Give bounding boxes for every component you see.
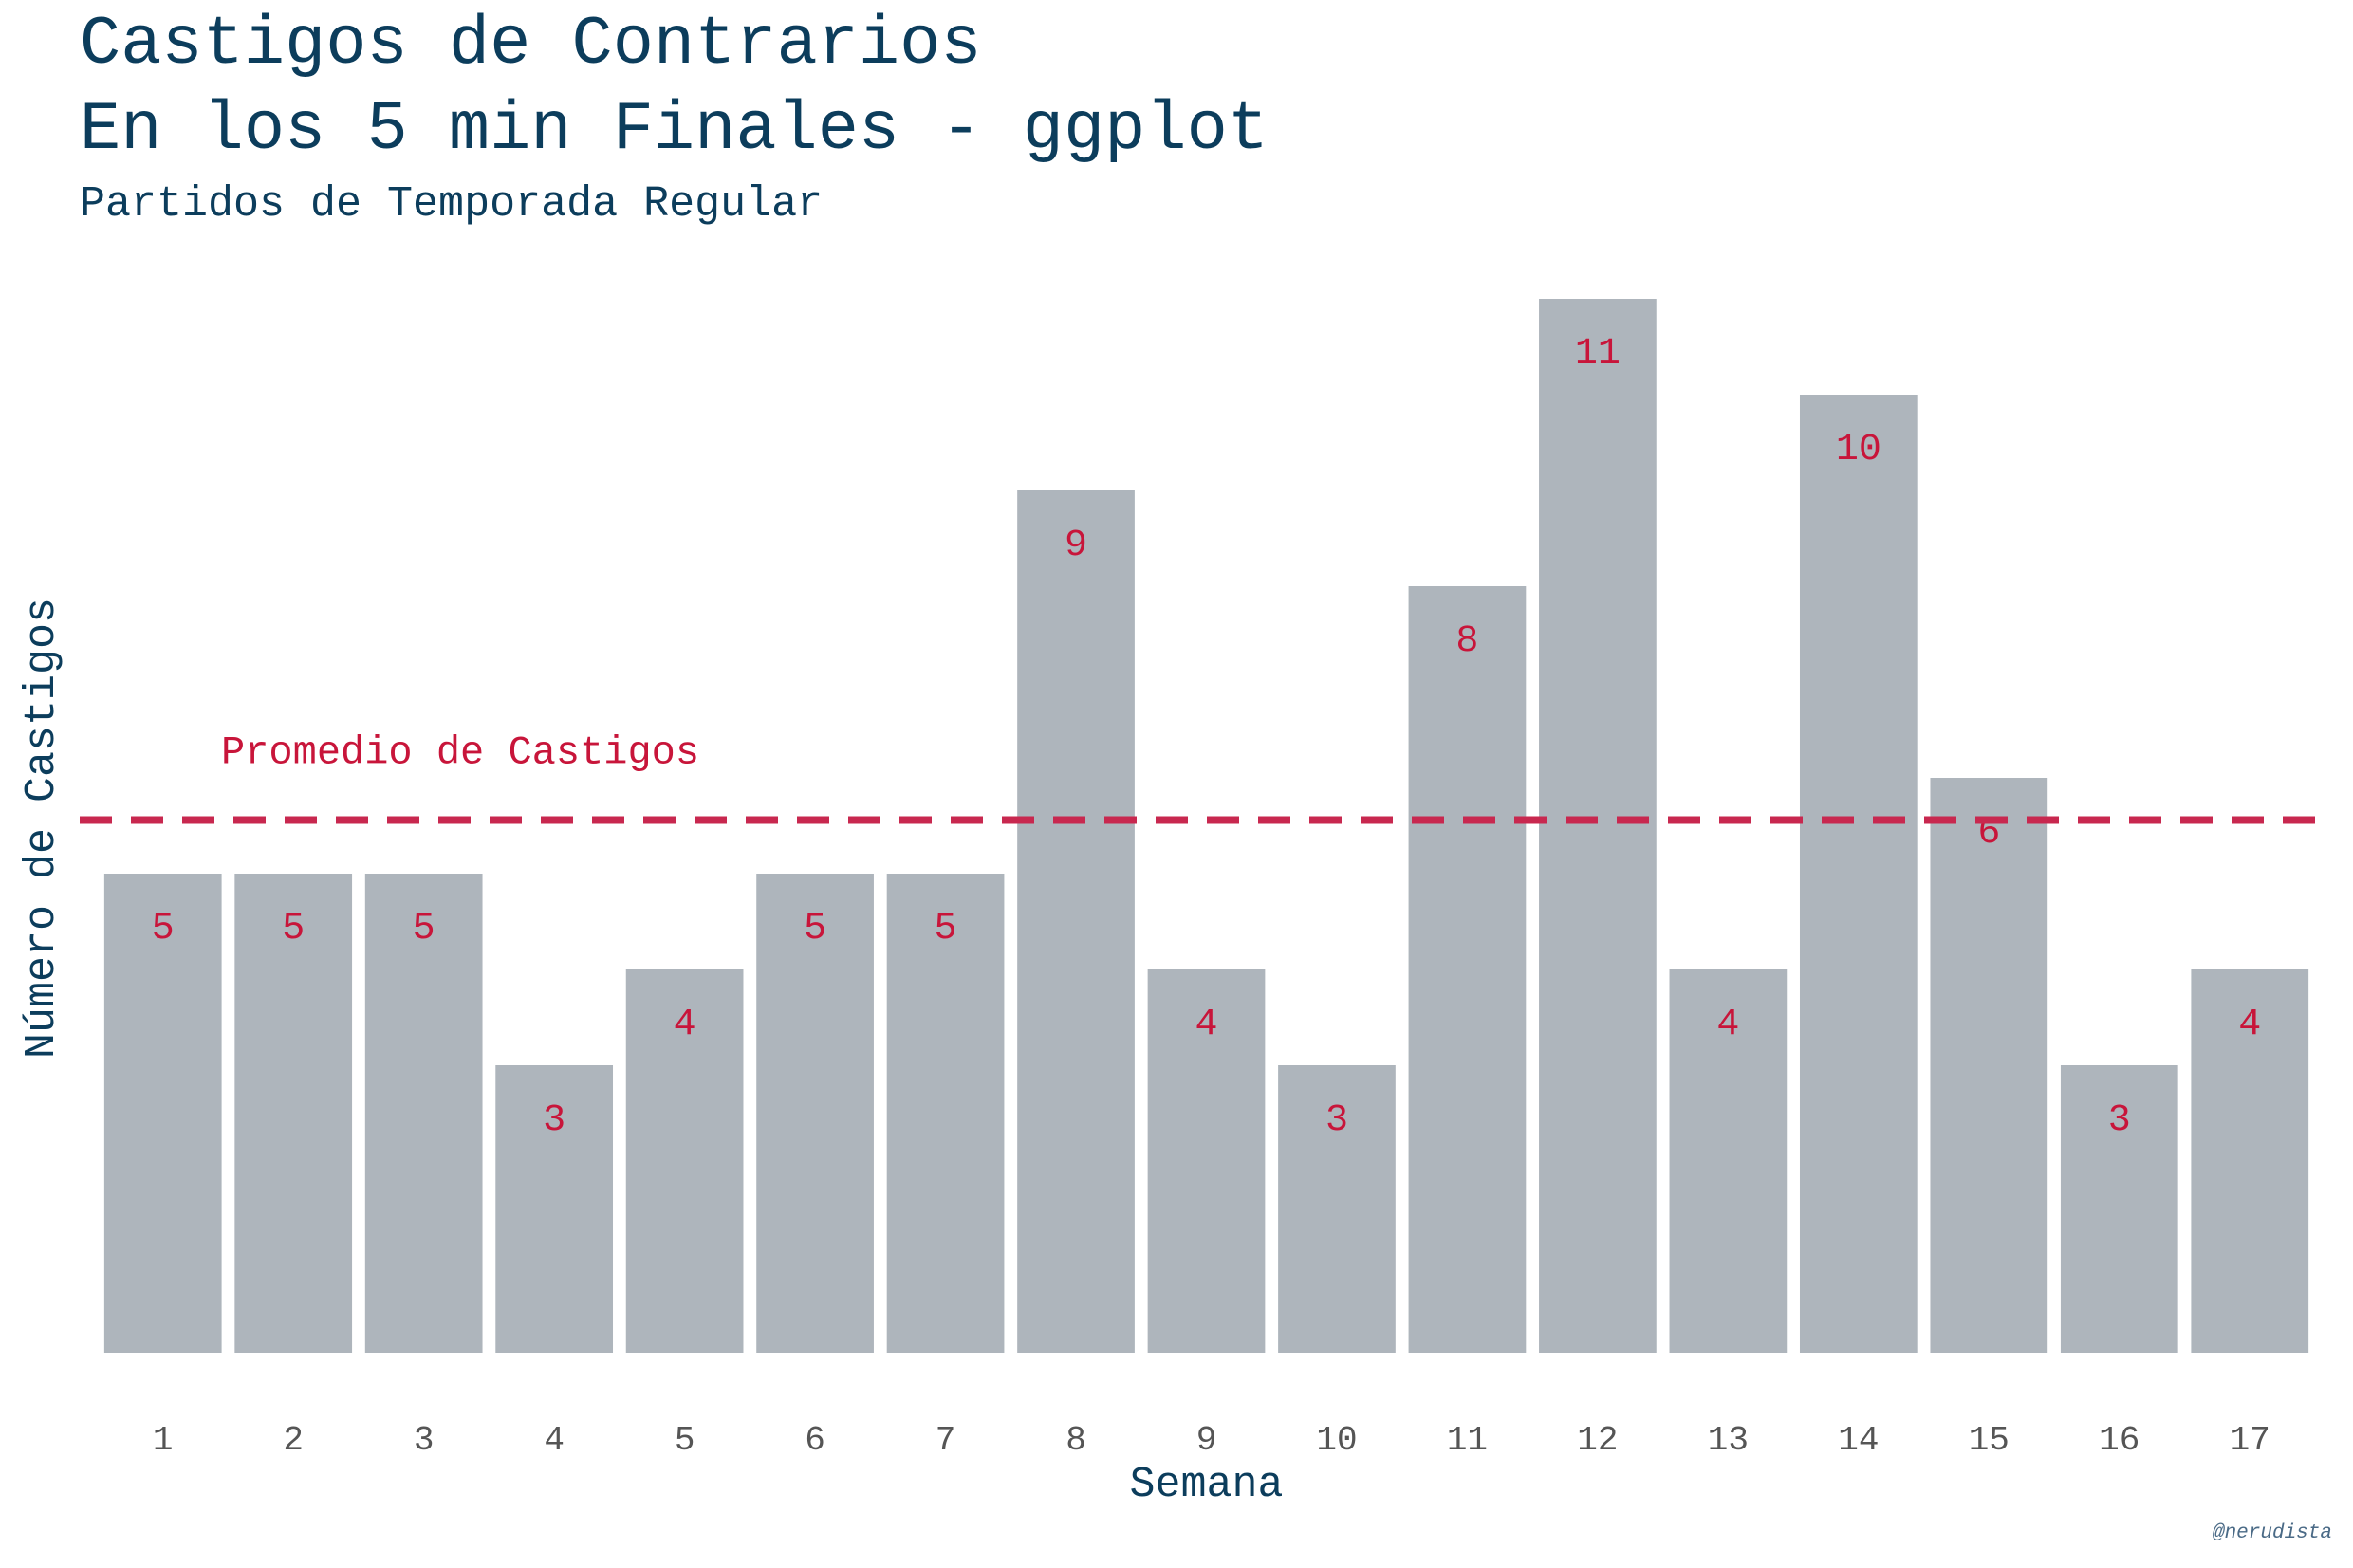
x-tick-label-11: 11 <box>1447 1421 1488 1460</box>
x-tick-label-16: 16 <box>2099 1421 2140 1460</box>
x-tick-labels-group: 1 2 3 4 5 6 7 8 9 10 11 12 13 14 15 16 17 <box>153 1421 2270 1460</box>
x-tick-label-2: 2 <box>283 1421 304 1460</box>
chart-subtitle: Partidos de Temporada Regular <box>80 180 824 229</box>
bar-week-4 <box>495 1065 614 1353</box>
bar-week-17 <box>2191 969 2309 1353</box>
chart-title-line-2: En los 5 min Finales - ggplot <box>80 91 1269 169</box>
x-tick-label-1: 1 <box>153 1421 174 1460</box>
x-axis-label: Semana <box>1129 1461 1283 1509</box>
bar-week-15 <box>1930 778 2048 1353</box>
x-tick-label-6: 6 <box>805 1421 825 1460</box>
bar-week-9 <box>1147 969 1266 1353</box>
value-label-week-7: 5 <box>935 908 957 950</box>
bar-week-13 <box>1669 969 1788 1353</box>
bar-week-2 <box>234 874 353 1353</box>
x-tick-label-3: 3 <box>414 1421 435 1460</box>
value-label-week-3: 5 <box>413 908 435 950</box>
x-tick-label-12: 12 <box>1577 1421 1618 1460</box>
value-label-week-14: 10 <box>1836 429 1881 471</box>
value-label-week-4: 3 <box>543 1099 565 1142</box>
value-label-week-9: 4 <box>1195 1004 1217 1046</box>
bar-week-5 <box>625 969 744 1353</box>
value-label-week-5: 4 <box>674 1004 696 1046</box>
x-tick-label-9: 9 <box>1196 1421 1217 1460</box>
x-tick-label-13: 13 <box>1708 1421 1749 1460</box>
x-tick-label-17: 17 <box>2230 1421 2270 1460</box>
value-label-week-11: 8 <box>1455 620 1478 663</box>
bar-week-12 <box>1539 299 1657 1353</box>
x-tick-label-7: 7 <box>936 1421 956 1460</box>
value-label-week-8: 9 <box>1065 525 1087 567</box>
bar-week-11 <box>1408 586 1527 1353</box>
x-tick-label-15: 15 <box>1969 1421 2010 1460</box>
bar-week-1 <box>103 874 222 1353</box>
value-label-week-13: 4 <box>1716 1004 1739 1046</box>
x-tick-label-8: 8 <box>1065 1421 1086 1460</box>
bar-week-8 <box>1017 490 1135 1353</box>
value-label-week-10: 3 <box>1325 1099 1348 1142</box>
x-tick-label-10: 10 <box>1316 1421 1357 1460</box>
value-label-week-1: 5 <box>152 908 175 950</box>
bar-week-16 <box>2060 1065 2178 1353</box>
credit-text: @nerudista <box>2212 1522 2332 1544</box>
bar-week-6 <box>756 874 874 1353</box>
bar-week-7 <box>886 874 1005 1353</box>
x-tick-label-5: 5 <box>675 1421 695 1460</box>
x-tick-label-4: 4 <box>544 1421 565 1460</box>
x-tick-label-14: 14 <box>1838 1421 1879 1460</box>
value-label-week-16: 3 <box>2108 1099 2131 1142</box>
y-axis-label: Número de Castigos <box>18 598 66 1059</box>
bar-week-10 <box>1278 1065 1396 1353</box>
bar-week-3 <box>364 874 483 1353</box>
bars-group <box>103 299 2309 1353</box>
bar-week-14 <box>1799 395 1918 1353</box>
average-reference-label: Promedio de Castigos <box>221 729 699 775</box>
value-label-week-17: 4 <box>2238 1004 2261 1046</box>
value-label-week-12: 11 <box>1575 333 1621 376</box>
value-label-week-6: 5 <box>804 908 826 950</box>
value-label-week-2: 5 <box>282 908 305 950</box>
chart-title-line-1: Castigos de Contrarios <box>80 6 982 83</box>
